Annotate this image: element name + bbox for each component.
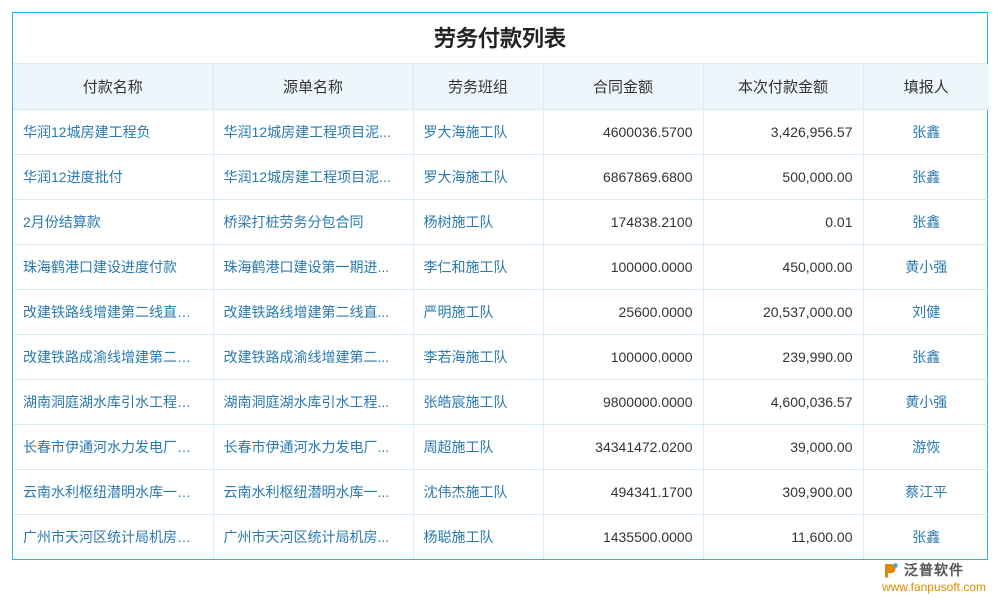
cell-source-name[interactable]: 湖南洞庭湖水库引水工程... — [213, 380, 413, 425]
payment-table: 付款名称 源单名称 劳务班组 合同金额 本次付款金额 填报人 华润12城房建工程… — [13, 64, 989, 559]
cell-source-name[interactable]: 珠海鹤港口建设第一期进... — [213, 245, 413, 290]
cell-reporter[interactable]: 张鑫 — [863, 515, 989, 560]
table-row: 云南水利枢纽潜明水库一期...云南水利枢纽潜明水库一...沈伟杰施工队49434… — [13, 470, 989, 515]
cell-payment-name[interactable]: 华润12进度批付 — [13, 155, 213, 200]
cell-team[interactable]: 罗大海施工队 — [413, 155, 543, 200]
cell-payment-name[interactable]: 改建铁路成渝线增建第二直... — [13, 335, 213, 380]
cell-payment-amount: 20,537,000.00 — [703, 290, 863, 335]
cell-reporter[interactable]: 蔡江平 — [863, 470, 989, 515]
cell-team[interactable]: 周超施工队 — [413, 425, 543, 470]
cell-reporter[interactable]: 张鑫 — [863, 200, 989, 245]
cell-payment-amount: 3,426,956.57 — [703, 110, 863, 155]
cell-contract-amount: 9800000.0000 — [543, 380, 703, 425]
cell-payment-amount: 39,000.00 — [703, 425, 863, 470]
cell-team[interactable]: 罗大海施工队 — [413, 110, 543, 155]
col-contract-amount: 合同金额 — [543, 64, 703, 110]
cell-source-name[interactable]: 云南水利枢纽潜明水库一... — [213, 470, 413, 515]
header-row: 付款名称 源单名称 劳务班组 合同金额 本次付款金额 填报人 — [13, 64, 989, 110]
cell-reporter[interactable]: 张鑫 — [863, 155, 989, 200]
cell-source-name[interactable]: 华润12城房建工程项目泥... — [213, 155, 413, 200]
cell-source-name[interactable]: 改建铁路线增建第二线直... — [213, 290, 413, 335]
cell-source-name[interactable]: 广州市天河区统计局机房... — [213, 515, 413, 560]
cell-contract-amount: 4600036.5700 — [543, 110, 703, 155]
cell-payment-name[interactable]: 珠海鹤港口建设进度付款 — [13, 245, 213, 290]
cell-payment-name[interactable]: 华润12城房建工程负 — [13, 110, 213, 155]
brand-watermark: 泛普软件 www.fanpusoft.com — [882, 560, 986, 594]
table-row: 珠海鹤港口建设进度付款珠海鹤港口建设第一期进...李仁和施工队100000.00… — [13, 245, 989, 290]
cell-payment-name[interactable]: 改建铁路线增建第二线直通... — [13, 290, 213, 335]
cell-payment-name[interactable]: 云南水利枢纽潜明水库一期... — [13, 470, 213, 515]
table-row: 湖南洞庭湖水库引水工程施...湖南洞庭湖水库引水工程...张皓宸施工队98000… — [13, 380, 989, 425]
cell-source-name[interactable]: 桥梁打桩劳务分包合同 — [213, 200, 413, 245]
cell-payment-amount: 500,000.00 — [703, 155, 863, 200]
cell-reporter[interactable]: 张鑫 — [863, 110, 989, 155]
cell-payment-amount: 11,600.00 — [703, 515, 863, 560]
table-title: 劳务付款列表 — [13, 13, 987, 64]
table-row: 广州市天河区统计局机房改...广州市天河区统计局机房...杨聪施工队143550… — [13, 515, 989, 560]
cell-team[interactable]: 李若海施工队 — [413, 335, 543, 380]
cell-payment-amount: 450,000.00 — [703, 245, 863, 290]
cell-payment-amount: 4,600,036.57 — [703, 380, 863, 425]
col-team: 劳务班组 — [413, 64, 543, 110]
cell-team[interactable]: 杨聪施工队 — [413, 515, 543, 560]
cell-payment-name[interactable]: 广州市天河区统计局机房改... — [13, 515, 213, 560]
brand-logo-icon — [882, 561, 900, 579]
col-reporter: 填报人 — [863, 64, 989, 110]
col-payment-amount: 本次付款金额 — [703, 64, 863, 110]
cell-contract-amount: 6867869.6800 — [543, 155, 703, 200]
payment-table-container: 劳务付款列表 付款名称 源单名称 劳务班组 合同金额 本次付款金额 填报人 华润… — [12, 12, 988, 560]
cell-reporter[interactable]: 刘健 — [863, 290, 989, 335]
cell-payment-name[interactable]: 2月份结算款 — [13, 200, 213, 245]
cell-team[interactable]: 李仁和施工队 — [413, 245, 543, 290]
table-row: 华润12进度批付华润12城房建工程项目泥...罗大海施工队6867869.680… — [13, 155, 989, 200]
table-row: 2月份结算款桥梁打桩劳务分包合同杨树施工队174838.21000.01张鑫 — [13, 200, 989, 245]
cell-team[interactable]: 严明施工队 — [413, 290, 543, 335]
cell-source-name[interactable]: 长春市伊通河水力发电厂... — [213, 425, 413, 470]
col-source-name: 源单名称 — [213, 64, 413, 110]
col-payment-name: 付款名称 — [13, 64, 213, 110]
cell-payment-amount: 0.01 — [703, 200, 863, 245]
cell-source-name[interactable]: 华润12城房建工程项目泥... — [213, 110, 413, 155]
cell-source-name[interactable]: 改建铁路成渝线增建第二... — [213, 335, 413, 380]
brand-url: www.fanpusoft.com — [882, 580, 986, 594]
table-row: 华润12城房建工程负华润12城房建工程项目泥...罗大海施工队4600036.5… — [13, 110, 989, 155]
cell-team[interactable]: 张皓宸施工队 — [413, 380, 543, 425]
cell-reporter[interactable]: 黄小强 — [863, 245, 989, 290]
cell-contract-amount: 25600.0000 — [543, 290, 703, 335]
cell-payment-amount: 309,900.00 — [703, 470, 863, 515]
cell-team[interactable]: 杨树施工队 — [413, 200, 543, 245]
table-row: 改建铁路线增建第二线直通...改建铁路线增建第二线直...严明施工队25600.… — [13, 290, 989, 335]
cell-contract-amount: 100000.0000 — [543, 335, 703, 380]
cell-payment-name[interactable]: 湖南洞庭湖水库引水工程施... — [13, 380, 213, 425]
cell-reporter[interactable]: 游恢 — [863, 425, 989, 470]
cell-payment-amount: 239,990.00 — [703, 335, 863, 380]
table-row: 长春市伊通河水力发电厂改...长春市伊通河水力发电厂...周超施工队343414… — [13, 425, 989, 470]
cell-payment-name[interactable]: 长春市伊通河水力发电厂改... — [13, 425, 213, 470]
brand-name: 泛普软件 — [904, 560, 964, 580]
cell-contract-amount: 174838.2100 — [543, 200, 703, 245]
cell-reporter[interactable]: 张鑫 — [863, 335, 989, 380]
cell-contract-amount: 1435500.0000 — [543, 515, 703, 560]
cell-reporter[interactable]: 黄小强 — [863, 380, 989, 425]
cell-team[interactable]: 沈伟杰施工队 — [413, 470, 543, 515]
cell-contract-amount: 100000.0000 — [543, 245, 703, 290]
cell-contract-amount: 34341472.0200 — [543, 425, 703, 470]
table-row: 改建铁路成渝线增建第二直...改建铁路成渝线增建第二...李若海施工队10000… — [13, 335, 989, 380]
cell-contract-amount: 494341.1700 — [543, 470, 703, 515]
